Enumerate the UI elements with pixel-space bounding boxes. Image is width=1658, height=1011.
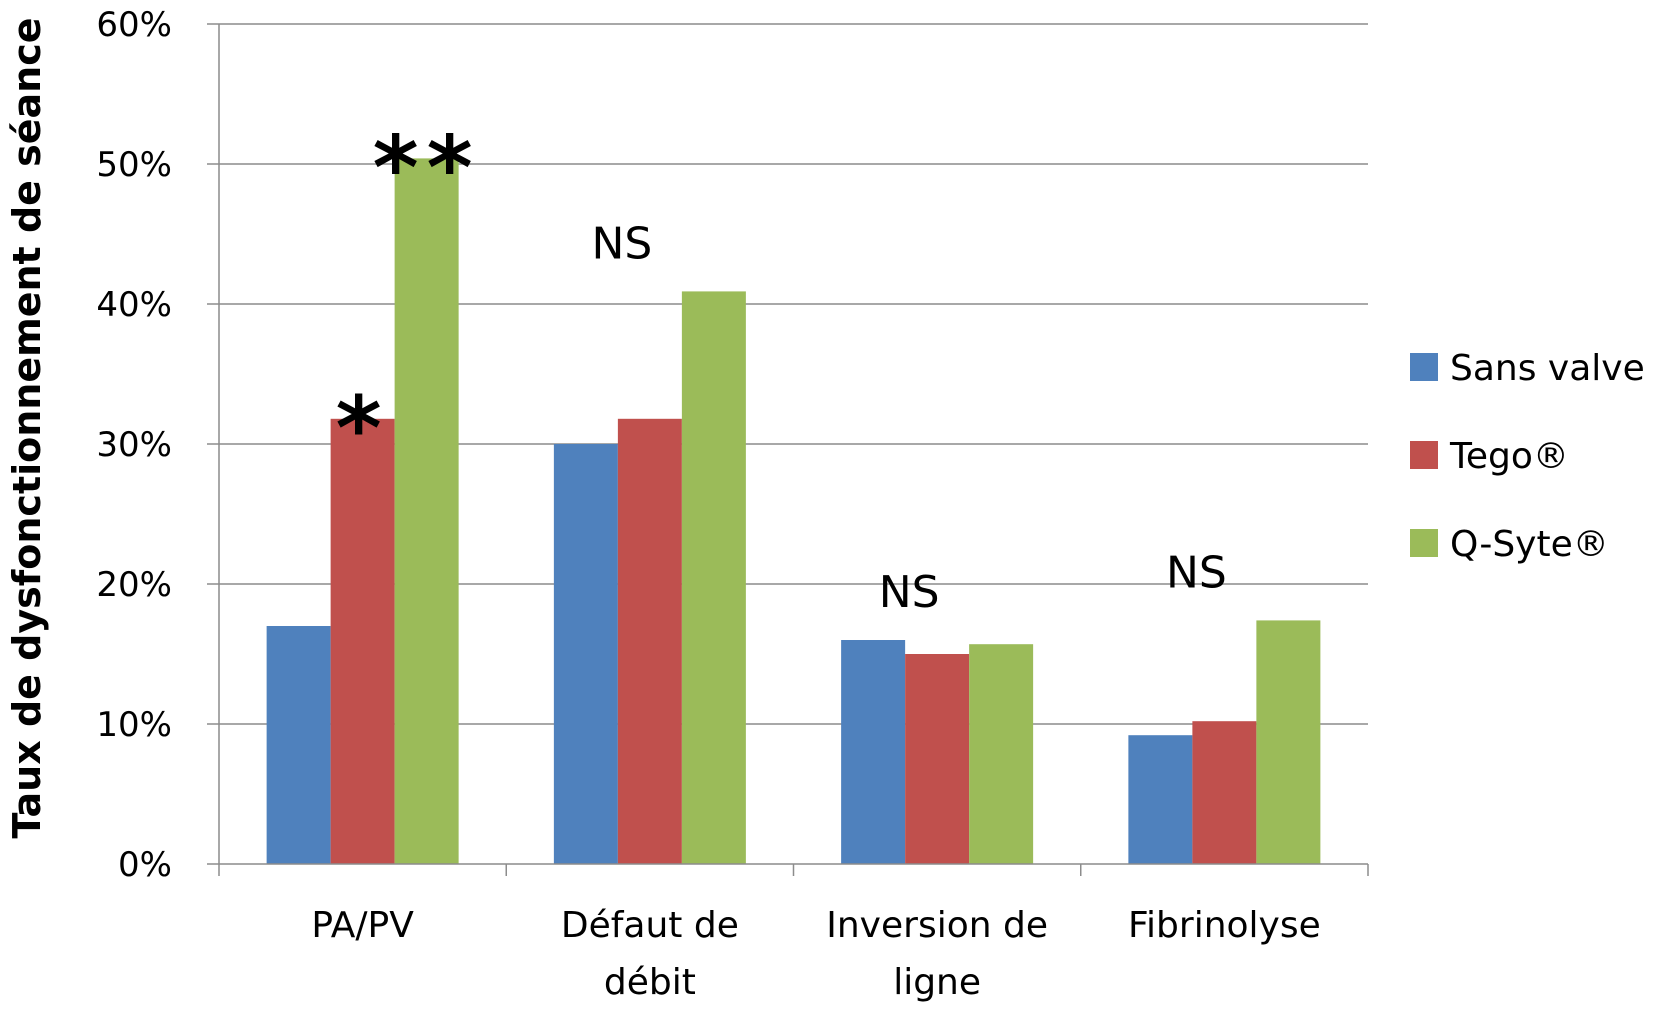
y-tick-label: 0% bbox=[118, 845, 172, 885]
y-tick-label: 20% bbox=[96, 565, 172, 605]
y-tick-label: 10% bbox=[96, 705, 172, 745]
x-tick-label: PA/PV bbox=[311, 905, 414, 946]
y-tick-label: 60% bbox=[96, 5, 172, 45]
bar-sans-valve-3 bbox=[1128, 735, 1193, 864]
bar-tego-0 bbox=[330, 418, 395, 864]
bar-q-syte-1 bbox=[681, 291, 746, 864]
legend-swatch bbox=[1410, 529, 1438, 557]
legend: Sans valve Tego® Q-Syte® bbox=[1410, 348, 1645, 565]
significance-ns: NS bbox=[591, 218, 652, 269]
x-tick-label: Inversion de ligne bbox=[826, 905, 1048, 1003]
significance-star: ** bbox=[373, 116, 481, 219]
bar-q-syte-0 bbox=[394, 158, 459, 864]
significance-star: * bbox=[336, 377, 390, 480]
axes bbox=[207, 23, 1369, 876]
y-tick-label: 50% bbox=[96, 145, 172, 185]
legend-label: Tego® bbox=[1449, 436, 1569, 477]
significance-ns: NS bbox=[1166, 547, 1227, 598]
bar-tego-3 bbox=[1192, 721, 1257, 864]
x-tick-labels: PA/PV Défaut de débit Inversion de ligne Fibr… bbox=[311, 905, 1320, 1003]
y-tick-label: 30% bbox=[96, 425, 172, 465]
bar-sans-valve-1 bbox=[553, 444, 618, 864]
bars bbox=[266, 158, 1321, 864]
x-tick-label: Fibrinolyse bbox=[1128, 905, 1321, 946]
bar-tego-1 bbox=[617, 418, 682, 864]
y-axis-label: Taux de dysfonctionnement de séance bbox=[5, 17, 49, 838]
significance-ns: NS bbox=[879, 567, 940, 618]
y-tick-labels: 0% 10% 20% 30% 40% 50% 60% bbox=[96, 5, 172, 885]
legend-swatch bbox=[1410, 441, 1438, 469]
legend-label: Q-Syte® bbox=[1450, 524, 1609, 565]
bar-q-syte-3 bbox=[1256, 620, 1321, 864]
x-tick-label: Défaut de débit bbox=[561, 905, 739, 1003]
bar-tego-2 bbox=[905, 654, 970, 864]
bar-sans-valve-2 bbox=[841, 640, 906, 864]
bar-sans-valve-0 bbox=[266, 626, 331, 864]
bar-q-syte-2 bbox=[969, 644, 1034, 864]
legend-label: Sans valve bbox=[1450, 348, 1645, 389]
legend-swatch bbox=[1410, 353, 1438, 381]
y-tick-label: 40% bbox=[96, 285, 172, 325]
